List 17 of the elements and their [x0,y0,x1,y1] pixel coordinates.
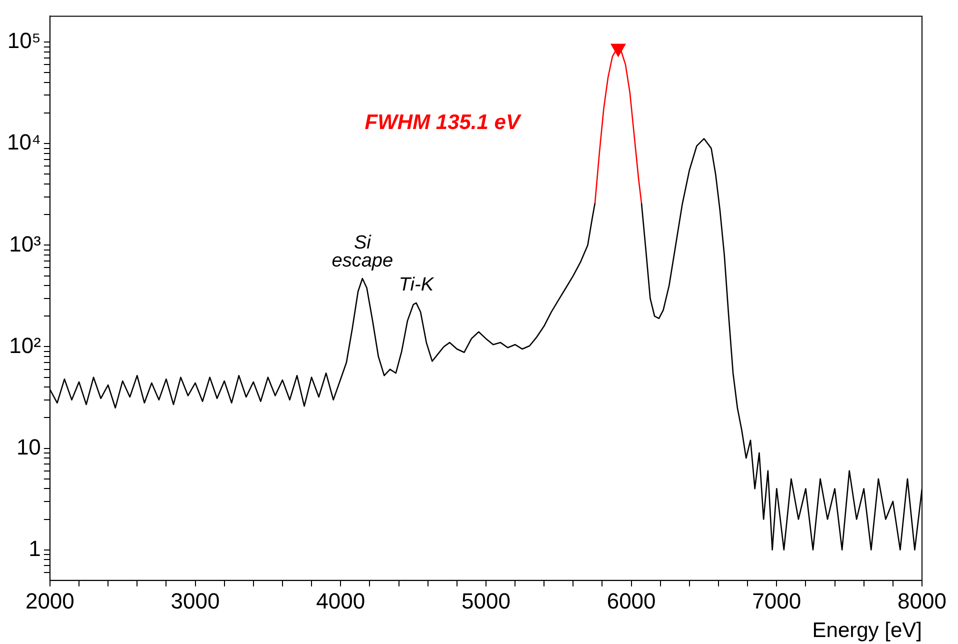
x-axis-title: Energy [eV] [812,619,922,642]
y-tick-label: 10⁴ [6,130,41,155]
x-tick-label: 7000 [752,588,802,614]
x-tick-label: 5000 [461,588,510,614]
annotation: FWHM 135.1 eV [364,111,522,134]
x-tick-label: 8000 [898,588,946,614]
y-tick-label: 10³ [9,231,41,256]
x-tick-label: 6000 [606,588,656,614]
annotation: Ti-K [398,274,435,296]
y-tick-label: 1 [28,536,41,561]
x-tick-label: 3000 [170,588,220,614]
y-tick-label: 10 [16,434,41,460]
x-tick-label: 4000 [316,588,366,614]
annotation: Si escape [332,232,394,272]
x-tick-label: 2000 [25,588,74,614]
y-tick-label: 10⁵ [7,28,41,54]
y-tick-label: 10² [9,332,41,358]
